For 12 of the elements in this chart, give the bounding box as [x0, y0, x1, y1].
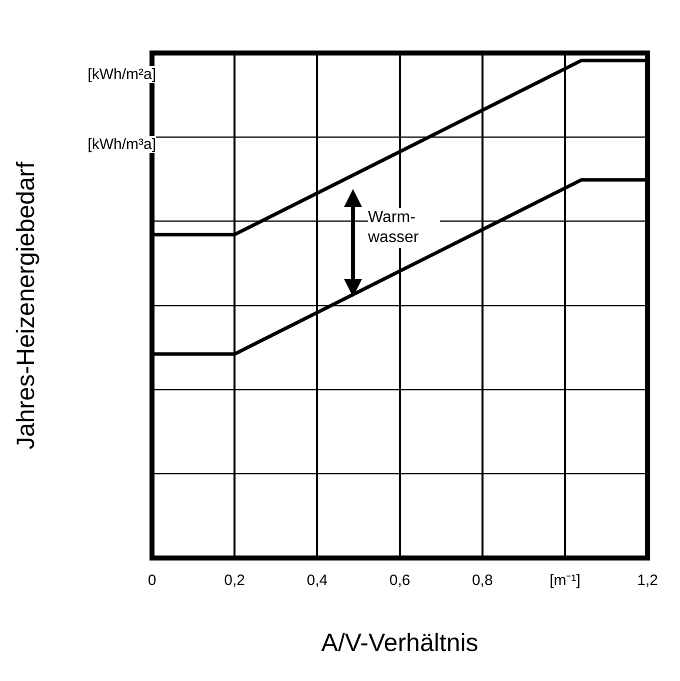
x-tick-label: 0,6 [389, 572, 410, 590]
x-tick-label: [m⁻¹] [550, 572, 580, 590]
annotation: [kWh/m²a] [78, 66, 156, 83]
x-tick-label: 0,2 [224, 572, 246, 590]
x-tick-label: 0 [148, 572, 156, 590]
annotation: [kWh/m³a] [78, 136, 156, 153]
x-tick-label: 1,2 [637, 572, 658, 590]
x-axis-title: A/V-Verhältnis [321, 628, 478, 657]
y-axis-title: Jahres-Heizenergiebedarf [12, 162, 40, 450]
annotation: Warm-wasser [368, 208, 440, 248]
x-tick-label: 0,8 [472, 572, 493, 590]
x-tick-label: 0,4 [306, 572, 328, 590]
